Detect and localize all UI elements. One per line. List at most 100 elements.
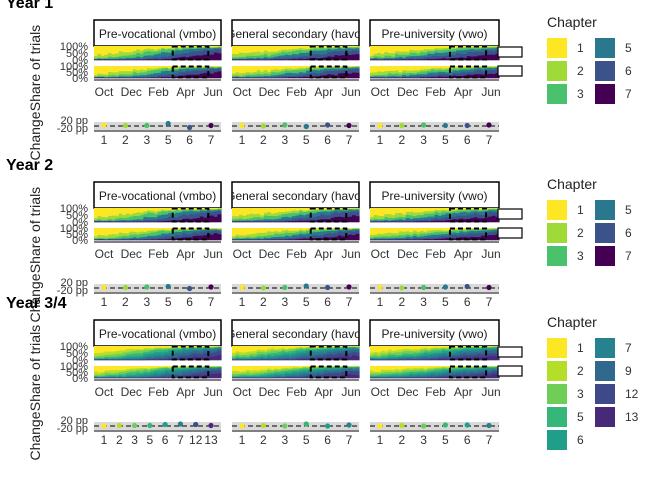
area-segment [267, 357, 272, 360]
area-segment [416, 377, 421, 379]
area-segment [153, 59, 159, 61]
legend-title: Chapter [547, 314, 597, 330]
area-segment [405, 220, 411, 222]
area-segment [488, 367, 493, 368]
area-segment [387, 239, 393, 241]
area-segment [267, 221, 272, 223]
area-segment [118, 59, 123, 61]
legend-label: 7 [625, 249, 632, 263]
area-segment [306, 220, 311, 223]
area-segment [316, 367, 321, 370]
area-segment [217, 367, 222, 368]
area-segment [413, 233, 418, 237]
area-segment [97, 377, 102, 379]
area-segment [409, 346, 414, 350]
area-segment [281, 359, 286, 360]
area-segment [445, 211, 450, 214]
area-segment [115, 72, 120, 76]
area-segment [284, 367, 290, 370]
area-segment [153, 238, 159, 240]
area-segment [348, 46, 353, 48]
area-segment [398, 54, 403, 58]
area-segment [146, 348, 152, 351]
area-segment [466, 72, 471, 75]
area-segment [323, 71, 328, 76]
area-segment [344, 209, 350, 211]
area-segment [463, 50, 468, 55]
area-segment [288, 353, 293, 357]
area-segment [306, 214, 311, 218]
area-segment [161, 373, 166, 376]
area-segment [334, 369, 339, 371]
area-segment [253, 66, 258, 73]
area-segment [253, 59, 258, 61]
area-segment [351, 54, 357, 61]
area-segment [260, 372, 265, 375]
month-tick: Dec [259, 85, 280, 99]
area-segment [302, 368, 307, 371]
area-segment [249, 237, 254, 240]
area-segment [438, 236, 443, 240]
area-segment [355, 48, 360, 51]
area-segment [484, 210, 489, 214]
area-segment [434, 366, 439, 368]
area-segment [427, 235, 432, 239]
area-segment [182, 53, 187, 57]
area-segment [129, 239, 134, 241]
area-segment [239, 358, 244, 360]
area-segment [185, 209, 190, 212]
area-segment [459, 376, 464, 379]
area-segment [459, 72, 464, 77]
area-segment [235, 66, 240, 73]
area-segment [270, 46, 275, 52]
area-segment [217, 373, 222, 379]
area-segment [139, 377, 144, 379]
area-segment [398, 239, 403, 241]
area-segment [313, 209, 318, 211]
area-segment [139, 50, 144, 55]
area-segment [384, 221, 389, 222]
area-segment [232, 359, 237, 360]
area-segment [334, 368, 339, 370]
area-segment [473, 51, 479, 57]
area-segment [164, 214, 169, 219]
area-segment [94, 376, 99, 378]
area-segment [111, 238, 116, 240]
area-segment [384, 369, 389, 373]
area-segment [302, 349, 307, 352]
area-segment [146, 377, 152, 379]
area-segment [111, 346, 116, 352]
area-segment [405, 368, 411, 371]
area-segment [323, 358, 328, 361]
area-segment [459, 69, 464, 73]
area-segment [413, 376, 418, 378]
area-segment [351, 371, 357, 375]
area-segment [164, 366, 169, 368]
area-segment [274, 376, 279, 378]
area-segment [178, 353, 183, 357]
area-segment [217, 67, 222, 69]
area-segment [416, 220, 421, 222]
area-segment [115, 376, 120, 378]
area-segment [249, 218, 254, 221]
area-segment [246, 239, 251, 241]
area-segment [459, 48, 464, 51]
area-segment [288, 346, 293, 349]
area-segment [239, 237, 244, 240]
area-segment [213, 69, 219, 73]
area-segment [395, 369, 400, 372]
area-segment [274, 350, 279, 354]
area-segment [196, 68, 201, 71]
change-point [377, 423, 383, 429]
area-segment [434, 377, 439, 379]
area-segment [330, 229, 335, 230]
area-segment [413, 221, 418, 223]
area-segment [213, 216, 219, 223]
area-segment [320, 214, 325, 220]
area-segment [239, 375, 244, 377]
area-segment [448, 210, 454, 212]
area-segment [125, 52, 130, 56]
area-segment [423, 238, 428, 240]
change-point [187, 285, 193, 292]
area-segment [337, 73, 342, 79]
